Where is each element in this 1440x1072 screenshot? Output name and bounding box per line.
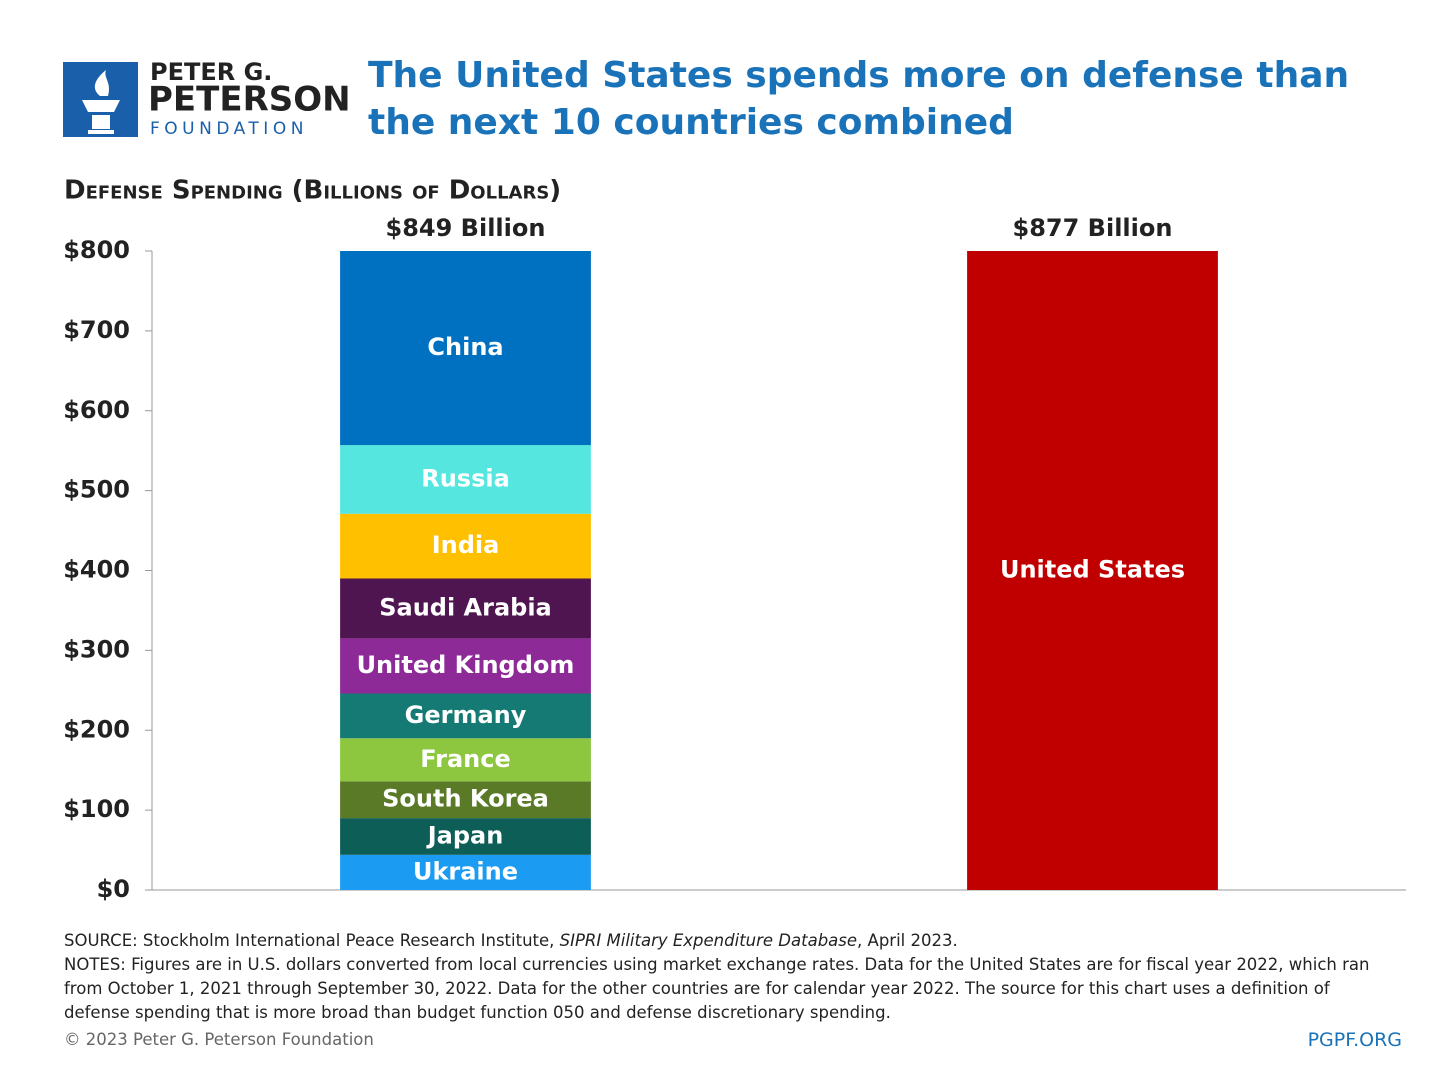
- plot: [340, 251, 1218, 891]
- notes: NOTES: Figures are in U.S. dollars conve…: [64, 955, 1370, 1022]
- y-tick-label: $500: [63, 476, 130, 504]
- bar-segment: [340, 578, 591, 639]
- y-tick-label: $400: [63, 556, 130, 584]
- segment-label: Germany: [405, 701, 527, 729]
- segment-label: South Korea: [382, 785, 549, 813]
- bar-segment: [340, 251, 591, 446]
- bar-segment: [967, 251, 1218, 891]
- bar-segment: [340, 818, 591, 855]
- title-box: The United States spends more on defense…: [368, 55, 1350, 143]
- segment-label: United States: [1000, 556, 1185, 584]
- bar-segment: [340, 738, 591, 782]
- segment-label: India: [432, 531, 500, 559]
- segment-label: Japan: [426, 821, 504, 849]
- chart-title: The United States spends more on defense…: [368, 55, 1350, 143]
- source-title: SIPRI Military Expenditure Database: [559, 931, 858, 950]
- segment-label: Saudi Arabia: [379, 593, 552, 621]
- total-label: $877 Billion: [1013, 214, 1173, 242]
- bar-segment: [340, 638, 591, 694]
- y-tick-label: $100: [63, 795, 130, 823]
- copyright: © 2023 Peter G. Peterson Foundation: [64, 1030, 374, 1049]
- site-link: PGPF.ORG: [1307, 1029, 1402, 1051]
- logo-text: PETER G.: [150, 58, 272, 86]
- y-tick-label: $0: [97, 875, 130, 903]
- source-text: SOURCE: Stockholm International Peace Re…: [64, 931, 560, 950]
- bar-segment: [340, 445, 591, 514]
- bar-segment: [340, 693, 591, 739]
- y-tick-label: $600: [63, 396, 130, 424]
- bar-segment: [340, 854, 591, 890]
- segment-label: China: [427, 333, 503, 361]
- segment-label: United Kingdom: [357, 651, 575, 679]
- total-label: $849 Billion: [386, 214, 546, 242]
- segment-label: France: [420, 745, 510, 773]
- y-tick-label: $300: [63, 635, 130, 663]
- source-text: , April 2023.: [857, 931, 958, 950]
- y-tick-label: $700: [63, 316, 130, 344]
- segment-label: Russia: [421, 464, 510, 492]
- y-tick-label: $800: [63, 236, 130, 264]
- y-tick-label: $200: [63, 715, 130, 743]
- bar-segment: [340, 513, 591, 579]
- logo: [63, 62, 138, 137]
- y-axis-title: Defense Spending (Billions of Dollars): [64, 176, 561, 206]
- bar-segment: [340, 781, 591, 819]
- logo-text: FOUNDATION: [150, 119, 308, 139]
- segment-label: Ukraine: [413, 857, 518, 885]
- logo-text: PETERSON: [148, 80, 351, 120]
- source: SOURCE: Stockholm International Peace Re…: [64, 929, 958, 953]
